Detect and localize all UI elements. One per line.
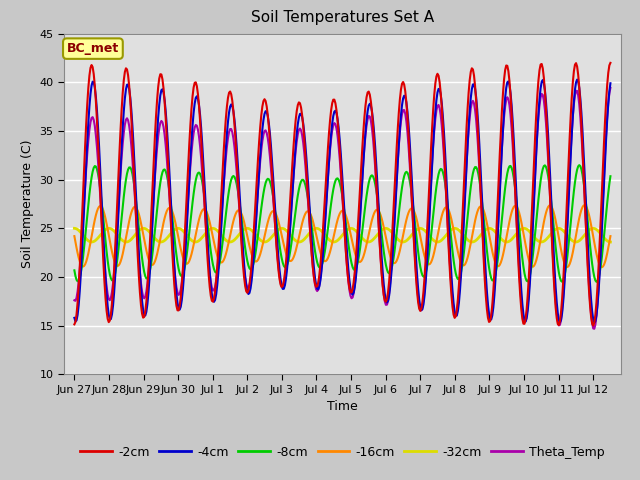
Legend: -2cm, -4cm, -8cm, -16cm, -32cm, Theta_Temp: -2cm, -4cm, -8cm, -16cm, -32cm, Theta_Te… <box>76 441 609 464</box>
Y-axis label: Soil Temperature (C): Soil Temperature (C) <box>21 140 34 268</box>
Text: BC_met: BC_met <box>67 42 119 55</box>
X-axis label: Time: Time <box>327 400 358 413</box>
Title: Soil Temperatures Set A: Soil Temperatures Set A <box>251 11 434 25</box>
